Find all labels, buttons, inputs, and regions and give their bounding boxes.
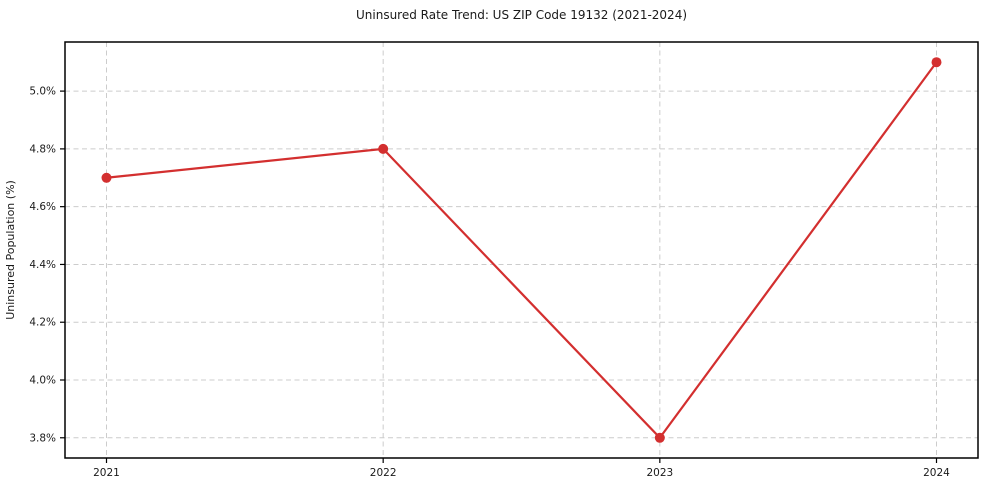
x-tick-label: 2021 <box>93 467 120 479</box>
data-point <box>931 57 942 68</box>
y-tick-label: 4.2% <box>29 317 56 329</box>
y-axis-title: Uninsured Population (%) <box>4 180 17 320</box>
x-tick-label: 2023 <box>646 467 673 479</box>
data-point <box>654 432 665 443</box>
y-tick-label: 4.0% <box>29 375 56 387</box>
chart-title: Uninsured Rate Trend: US ZIP Code 19132 … <box>355 8 688 22</box>
y-tick-label: 4.4% <box>29 259 56 271</box>
plot-border <box>64 41 979 459</box>
x-tick-label: 2022 <box>370 467 397 479</box>
trend-line <box>105 61 938 439</box>
y-tick-label: 3.8% <box>29 432 56 444</box>
data-point <box>378 143 389 154</box>
y-tick-label: 4.6% <box>29 201 56 213</box>
data-point <box>101 172 112 183</box>
x-tick-label: 2024 <box>923 467 950 479</box>
y-tick-label: 4.8% <box>29 143 56 155</box>
y-tick-label: 5.0% <box>29 86 56 98</box>
